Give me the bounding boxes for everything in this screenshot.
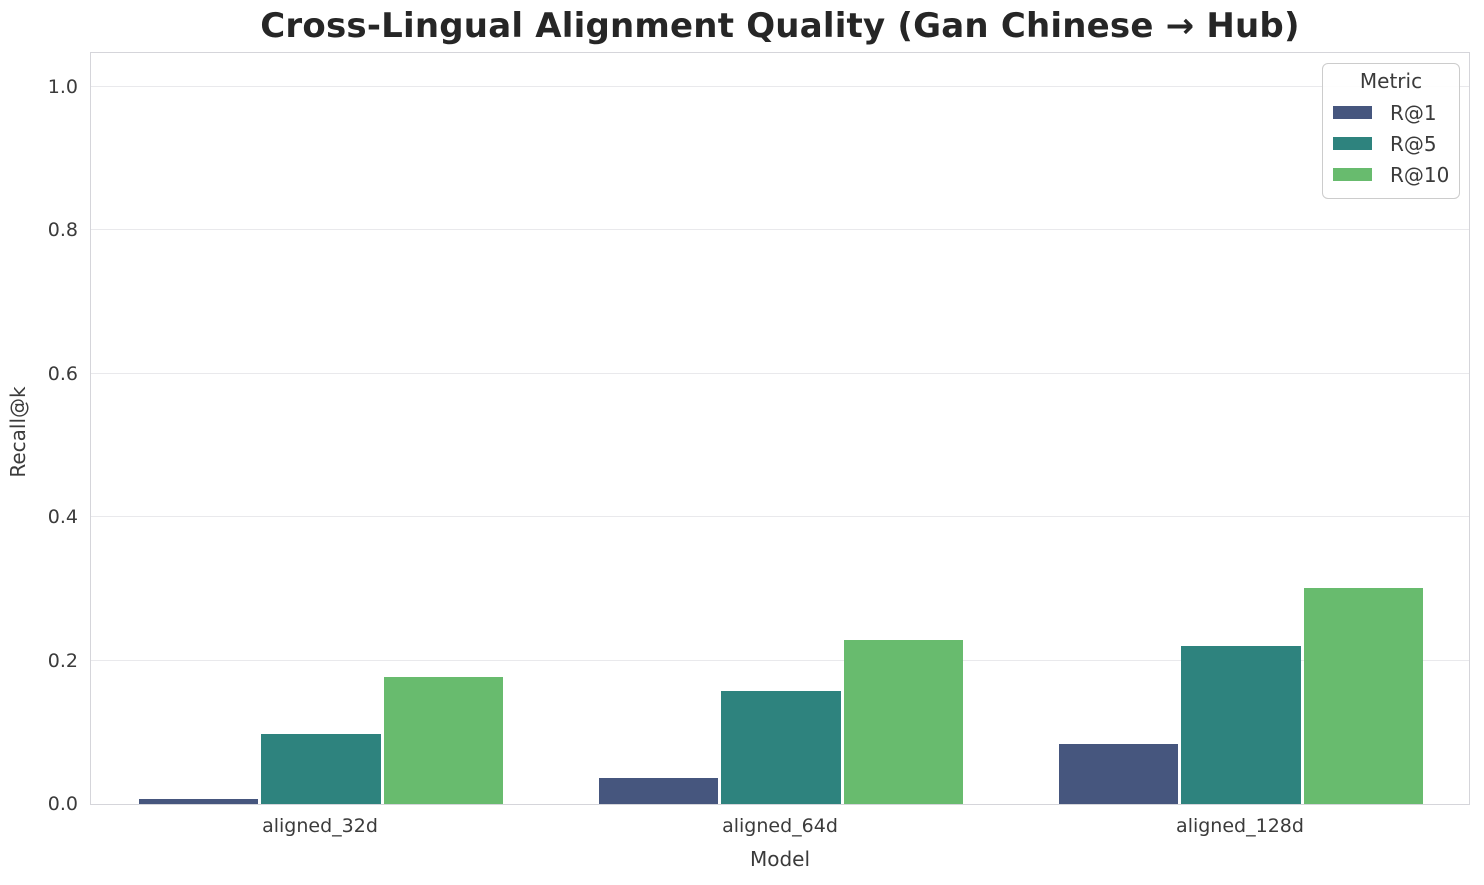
legend-label-R@5: R@5	[1390, 131, 1437, 156]
ytick-label-0.2: 0.2	[47, 649, 78, 672]
legend-label-R@10: R@10	[1390, 162, 1450, 187]
legend-title: Metric	[1359, 69, 1423, 93]
ytick-label-0.6: 0.6	[47, 362, 78, 385]
bar-R@5-aligned_128d	[1181, 645, 1301, 804]
legend-swatch-icon-R@10	[1333, 168, 1372, 181]
chart-title: Cross-Lingual Alignment Quality (Gan Chi…	[260, 6, 1300, 46]
xtick-label-aligned_32d: aligned_32d	[262, 815, 378, 837]
gridline-y-0.4	[91, 516, 1469, 518]
xtick-label-aligned_128d: aligned_128d	[1176, 815, 1304, 837]
legend-entry-R@5: R@5	[1333, 128, 1449, 159]
gridline-y-0.2	[91, 659, 1469, 661]
ytick-label-0.8: 0.8	[47, 219, 78, 242]
gridline-y-0.8	[91, 229, 1469, 231]
legend-label-R@1: R@1	[1390, 100, 1437, 125]
gridline-y-1	[91, 85, 1469, 87]
bar-R@1-aligned_32d	[138, 798, 258, 804]
bar-R@10-aligned_128d	[1304, 588, 1424, 804]
legend-entry-R@10: R@10	[1333, 159, 1449, 190]
bar-R@5-aligned_32d	[261, 733, 381, 804]
ytick-label-0.4: 0.4	[47, 506, 78, 529]
legend: Metric R@1 R@5 R@10	[1322, 63, 1460, 199]
bar-R@1-aligned_64d	[598, 778, 718, 804]
plot-area	[90, 52, 1470, 805]
bar-R@10-aligned_32d	[384, 677, 504, 804]
legend-entries: R@1 R@5 R@10	[1333, 97, 1449, 190]
ytick-label-1.0: 1.0	[47, 75, 78, 98]
legend-swatch-icon-R@5	[1333, 137, 1372, 150]
x-axis-label: Model	[749, 847, 811, 871]
bar-R@5-aligned_64d	[721, 690, 841, 804]
bar-R@1-aligned_128d	[1058, 744, 1178, 804]
legend-swatch-icon-R@1	[1333, 106, 1372, 119]
y-axis-label: Recall@k	[6, 386, 30, 478]
legend-entry-R@1: R@1	[1333, 97, 1449, 128]
ytick-label-0.0: 0.0	[47, 793, 78, 815]
bar-R@10-aligned_64d	[844, 639, 964, 804]
xtick-label-aligned_64d: aligned_64d	[722, 815, 838, 837]
gridline-y-0.6	[91, 372, 1469, 374]
